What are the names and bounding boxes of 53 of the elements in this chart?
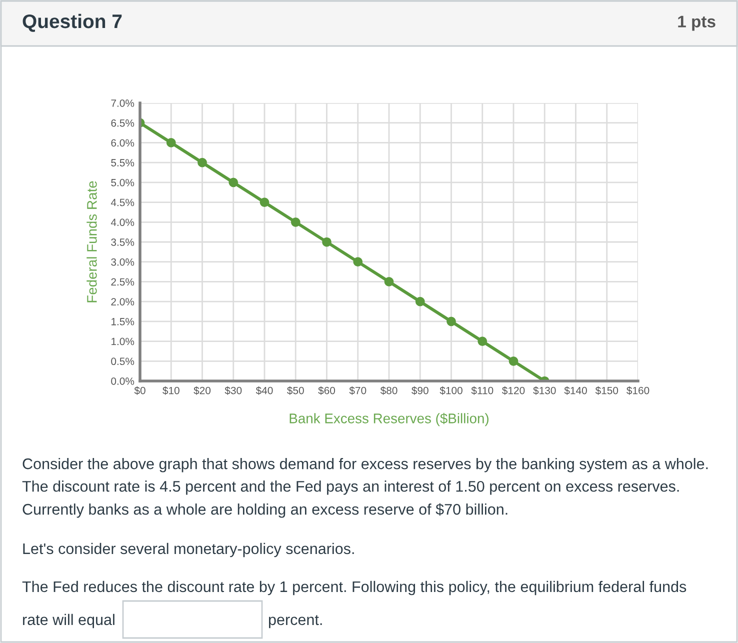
point [198,158,207,168]
chart-title: Question 7 [22,14,122,32]
text: rate will equal [23,614,114,628]
y-tick-label: 2.0% [111,298,134,306]
point [508,356,518,366]
x-tick-label: $80 [380,386,398,395]
x-tick-label: $10 [162,386,180,395]
x-tick-label: $130 [533,386,556,395]
y-tick-label: 0.0% [111,378,134,385]
point [415,296,425,306]
y-tick-label: 6.0% [111,139,134,147]
x-tick-label: $60 [318,386,336,395]
text: Consider the above graph that shows demand for excess reserves by the banking system as a whole. The discount rate is 4.5 percent and the Fed pays an interest of 1.50 percent on excess reserves. Currently banks as a whole are holding an excess reserve of $70 billion. [22,458,708,518]
x-tick-label: $140 [564,386,587,395]
y-tick-label: 3.5% [111,238,134,246]
x-tick-label: $0 [134,386,146,395]
point [166,138,176,148]
y-tick-label: 0.5% [111,358,134,366]
point [478,336,488,346]
y-tick-label: 7.0% [111,100,134,107]
x-tick-label: $160 [626,386,650,395]
x-tick-label: $150 [595,386,618,395]
y-tick-label: 1.5% [111,318,134,326]
y-tick-label: 4.5% [110,198,134,206]
text: percent. [268,615,322,628]
point [384,277,394,286]
point [228,178,238,188]
y-tick-label: 5.0% [111,178,134,186]
x-tick-label: $20 [194,386,211,395]
point [353,257,363,267]
point [260,198,270,207]
x-tick-label: $40 [256,386,273,395]
text: The Fed reduces the discount rate by 1 percent. Following this policy, the equilibrium federal funds [22,580,686,596]
point [322,237,332,247]
x-tick-label: $100 [440,386,462,395]
y-tick-label: 3.0% [111,258,134,266]
point [446,316,456,326]
x-axis-title: Bank Excess Reserves ($Billion) [290,412,488,426]
y-tick-label: 2.5% [111,278,134,286]
x-tick-label: $70 [349,386,366,395]
point [290,217,300,227]
y-tick-label: 5.5% [111,159,134,166]
x-tick-label: $30 [224,386,242,395]
text: 1 pts [678,16,716,31]
text: Let's consider several monetary-policy scenarios. [23,542,354,558]
x-tick-label: $50 [287,386,304,395]
x-tick-label: $120 [502,386,525,395]
y-tick-label: 6.5% [111,119,134,127]
y-axis-title: Federal Funds Rate [86,181,97,302]
y-tick-label: 4.0% [110,218,134,226]
x-tick-label: $90 [412,386,428,395]
y-tick-label: 1.0% [111,338,134,346]
x-tick-label: $110 [471,386,494,395]
